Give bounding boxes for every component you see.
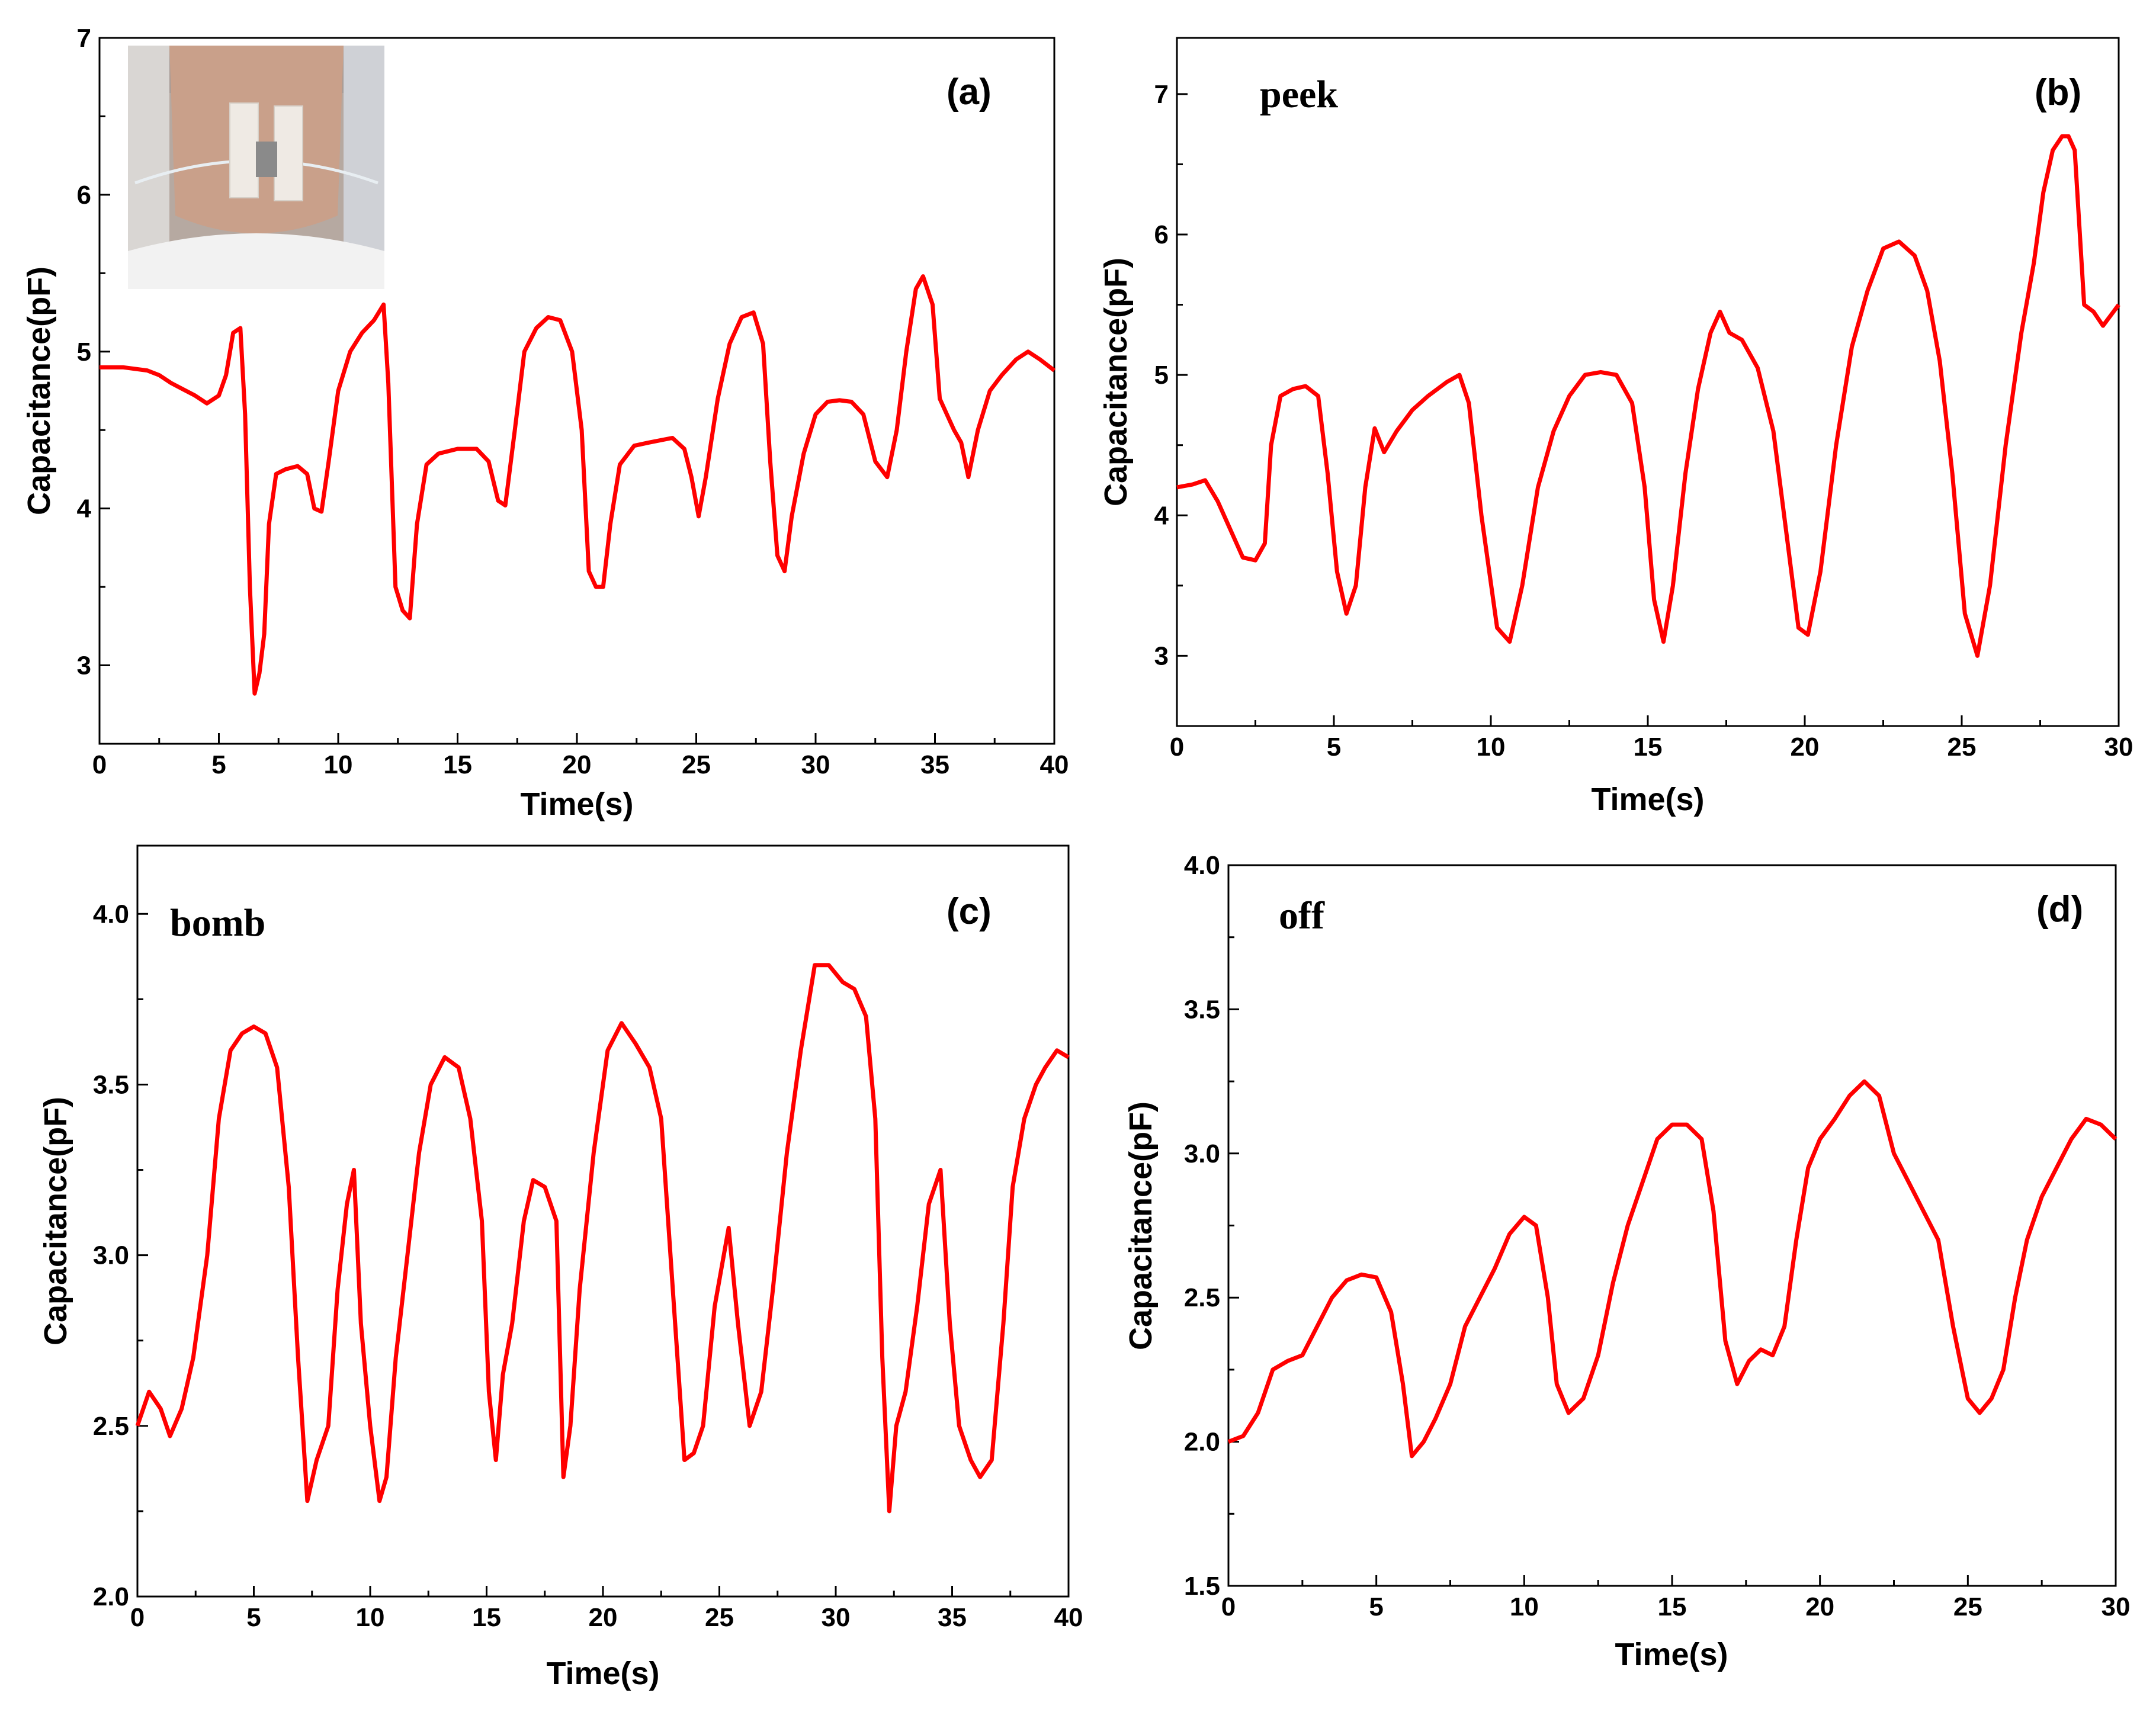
y-tick-label: 3.5 bbox=[1184, 995, 1220, 1024]
x-tick-label: 5 bbox=[1369, 1592, 1383, 1621]
x-tick-label: 5 bbox=[246, 1603, 261, 1632]
y-axis-label: Capacitance(pF) bbox=[21, 266, 57, 515]
x-tick-label: 20 bbox=[1805, 1592, 1834, 1621]
y-tick-label: 3.0 bbox=[1184, 1139, 1220, 1168]
panel-c: 0 5 10 15 20 25 30 35 40 2.0 2.5 3.0 3.5 4.0 (c) bomb bbox=[93, 844, 1083, 1632]
x-tick-label: 20 bbox=[1791, 733, 1820, 762]
panel-annotation: bomb bbox=[170, 901, 265, 945]
x-tick-label: 20 bbox=[563, 750, 592, 779]
x-tick-label: 30 bbox=[2102, 1592, 2131, 1621]
x-tick-label: 10 bbox=[324, 750, 353, 779]
y-tick-label: 3 bbox=[77, 651, 91, 680]
series-line bbox=[135, 963, 1070, 1514]
plot-frame bbox=[1227, 864, 2117, 1587]
y-tick-label: 3 bbox=[1154, 641, 1169, 670]
panel-b: 0 5 10 15 20 25 30 3 4 5 6 7 (b) peek bbox=[1154, 37, 2133, 762]
axis-ticks: 0 5 10 15 20 25 30 1.5 2.0 2.5 3.0 3.5 4.0 bbox=[1184, 851, 2131, 1621]
y-tick-label: 7 bbox=[1154, 80, 1169, 109]
y-tick-label: 1.5 bbox=[1184, 1572, 1220, 1601]
panel-label: (c) bbox=[947, 891, 992, 932]
x-tick-label: 30 bbox=[2104, 733, 2133, 762]
y-tick-label: 4 bbox=[77, 494, 92, 523]
panel-label: (b) bbox=[2035, 72, 2081, 113]
panel-d: 0 5 10 15 20 25 30 1.5 2.0 2.5 3.0 3.5 4.0 (d) off bbox=[1184, 851, 2131, 1621]
x-tick-label: 15 bbox=[472, 1603, 501, 1632]
y-tick-label: 2.5 bbox=[1184, 1283, 1220, 1312]
x-tick-label: 0 bbox=[1170, 733, 1184, 762]
y-tick-label: 3.0 bbox=[93, 1241, 129, 1270]
x-tick-label: 15 bbox=[1658, 1592, 1687, 1621]
x-tick-label: 25 bbox=[682, 750, 711, 779]
y-tick-label: 2.0 bbox=[1184, 1428, 1220, 1457]
x-tick-label: 25 bbox=[1948, 733, 1977, 762]
x-tick-label: 15 bbox=[1634, 733, 1663, 762]
x-tick-label: 0 bbox=[92, 750, 107, 779]
x-tick-label: 5 bbox=[1327, 733, 1341, 762]
y-axis-label: Capacitance(pF) bbox=[1123, 1101, 1159, 1350]
x-axis-label: Time(s) bbox=[1615, 1637, 1728, 1672]
x-tick-label: 35 bbox=[920, 750, 949, 779]
y-tick-label: 3.5 bbox=[93, 1070, 129, 1099]
x-tick-label: 5 bbox=[211, 750, 226, 779]
axis-ticks: 0 5 10 15 20 25 30 35 40 3 4 5 6 7 bbox=[77, 24, 1069, 779]
x-tick-label: 20 bbox=[589, 1603, 618, 1632]
y-tick-label: 5 bbox=[1154, 361, 1169, 390]
x-axis-label: Time(s) bbox=[520, 786, 633, 822]
x-axis-label: Time(s) bbox=[546, 1656, 659, 1691]
x-tick-label: 30 bbox=[822, 1603, 851, 1632]
series-line bbox=[1176, 134, 2120, 658]
y-axis-label: Capacitance(pF) bbox=[1098, 258, 1134, 506]
y-tick-label: 2.5 bbox=[93, 1412, 129, 1441]
y-tick-label: 4.0 bbox=[1184, 851, 1220, 880]
x-tick-label: 10 bbox=[1477, 733, 1506, 762]
y-axis-label: Capacitance(pF) bbox=[38, 1097, 73, 1345]
panel-a: 0 5 10 15 20 25 30 35 40 3 4 5 6 7 (a) bbox=[77, 24, 1069, 779]
panel-label: (a) bbox=[947, 72, 992, 113]
x-tick-label: 25 bbox=[705, 1603, 734, 1632]
y-tick-label: 5 bbox=[77, 338, 91, 367]
y-tick-label: 7 bbox=[77, 24, 91, 53]
x-tick-label: 0 bbox=[1221, 1592, 1236, 1621]
x-tick-label: 10 bbox=[356, 1603, 385, 1632]
inset-photo bbox=[128, 46, 384, 289]
plot-frame bbox=[1176, 37, 2120, 727]
y-tick-label: 6 bbox=[77, 181, 91, 210]
series-line bbox=[100, 274, 1056, 696]
x-tick-label: 40 bbox=[1040, 750, 1069, 779]
x-axis-label: Time(s) bbox=[1591, 782, 1704, 817]
y-tick-label: 6 bbox=[1154, 220, 1169, 249]
x-tick-label: 10 bbox=[1510, 1592, 1539, 1621]
y-tick-label: 4.0 bbox=[93, 900, 129, 929]
panel-label: (d) bbox=[2036, 889, 2083, 930]
x-tick-label: 15 bbox=[443, 750, 472, 779]
series-line bbox=[1227, 1079, 2118, 1459]
panel-annotation: peek bbox=[1260, 73, 1338, 116]
panel-annotation: off bbox=[1279, 894, 1325, 937]
axis-ticks: 0 5 10 15 20 25 30 35 40 2.0 2.5 3.0 3.5 4.0 bbox=[93, 900, 1083, 1632]
x-tick-label: 0 bbox=[130, 1603, 145, 1632]
x-tick-label: 30 bbox=[801, 750, 830, 779]
y-tick-label: 2.0 bbox=[93, 1582, 129, 1611]
y-tick-label: 4 bbox=[1154, 501, 1169, 530]
x-tick-label: 25 bbox=[1953, 1592, 1982, 1621]
x-tick-label: 40 bbox=[1054, 1603, 1083, 1632]
axis-ticks: 0 5 10 15 20 25 30 3 4 5 6 7 bbox=[1154, 80, 2133, 762]
x-tick-label: 35 bbox=[938, 1603, 967, 1632]
